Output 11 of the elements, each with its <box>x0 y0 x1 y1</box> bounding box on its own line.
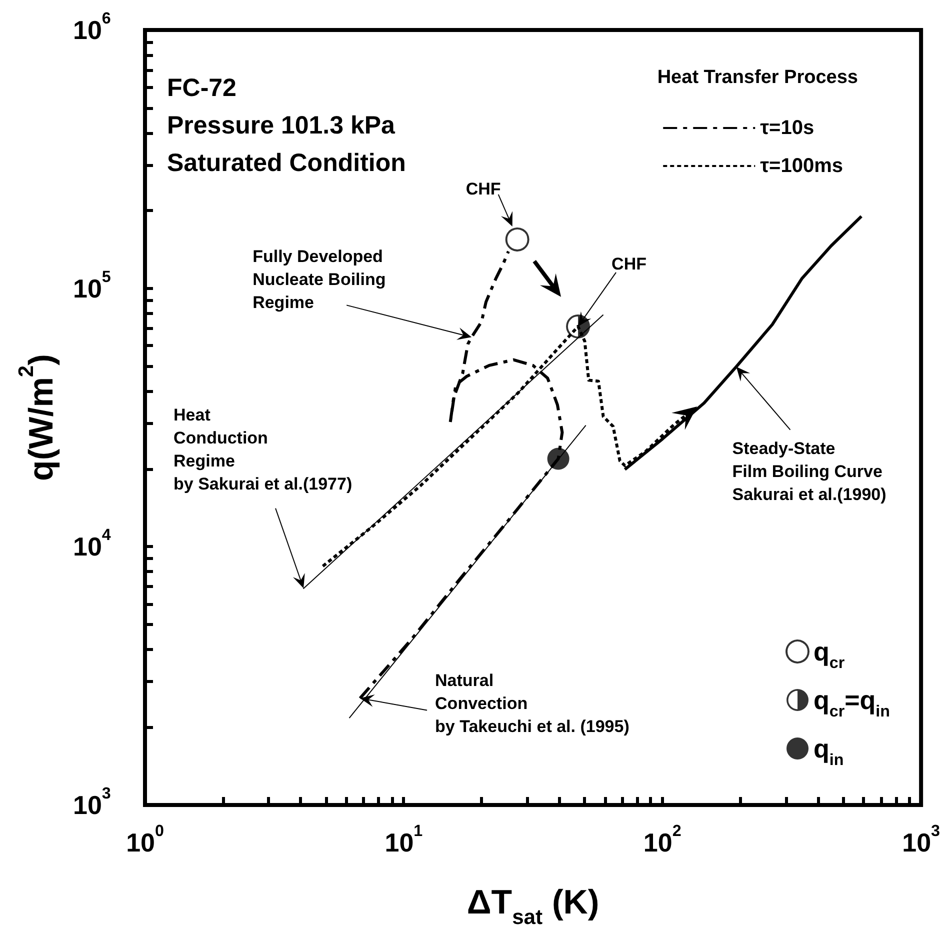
annotation: Fully Developed Nucleate Boiling Regime <box>252 247 386 312</box>
text: FC-72 Pressure 101.3 kPa Saturated Condition <box>167 74 406 177</box>
annotation: Natural Convection by Takeuchi et al. (1995) <box>435 671 630 736</box>
legend-label: τ=100ms <box>760 155 844 177</box>
annotation: CHF <box>612 254 647 274</box>
annotation: Steady-State Film Boiling Curve Sakurai et al.(1990) <box>732 438 886 504</box>
legend-label: τ=10s <box>760 117 814 139</box>
annotation: Heat Conduction Regime by Sakurai et al.(1977) <box>174 405 352 494</box>
y-axis-title: q(W/m2) <box>15 354 60 481</box>
legend-title: Heat Transfer Process <box>657 66 858 88</box>
annotation: CHF <box>466 179 501 198</box>
